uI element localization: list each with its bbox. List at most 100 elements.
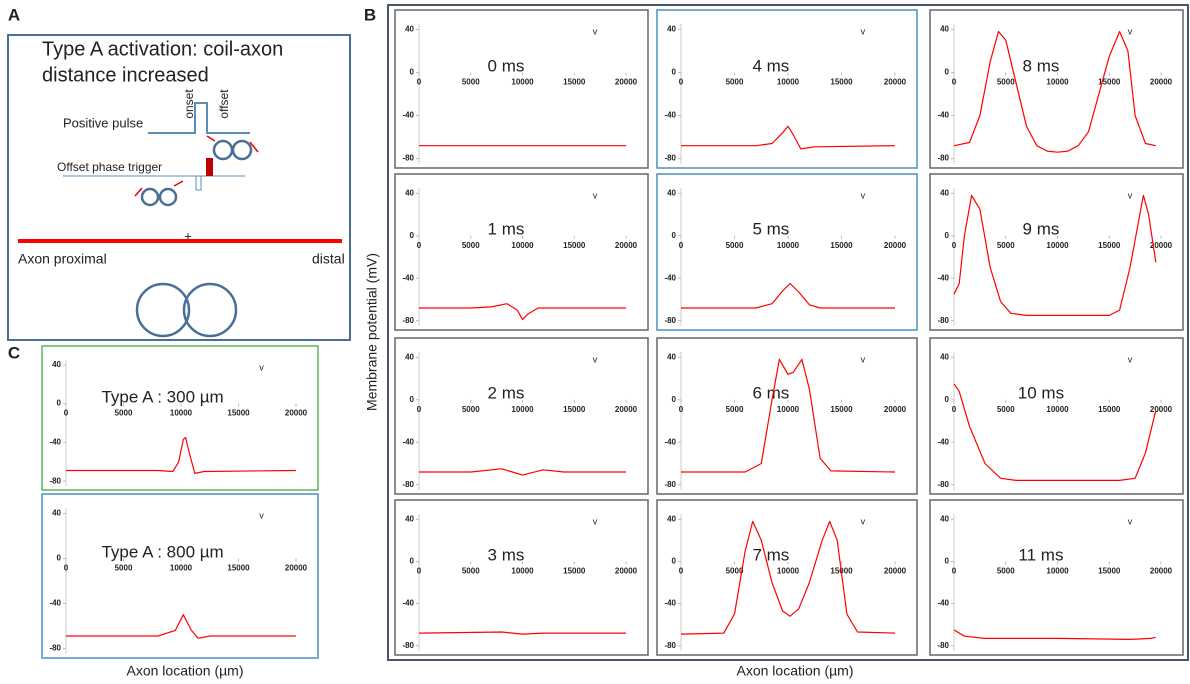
y-tick-label: 0 [945, 557, 950, 566]
chart-title: 11 ms [1018, 545, 1063, 564]
x-tick-label: 10000 [511, 405, 534, 414]
y-tick-label: 40 [667, 514, 676, 523]
x-tick-label: 5000 [726, 78, 744, 87]
line [953, 30, 1156, 153]
line [66, 614, 296, 639]
y-tick-label: 0 [945, 231, 950, 240]
y-tick-label: 0 [410, 68, 415, 77]
x-tick-label: 10000 [170, 409, 193, 418]
trigger-label: Offset phase trigger [57, 160, 162, 174]
x-tick-label: 5000 [997, 78, 1015, 87]
x-tick-label: 0 [417, 241, 422, 250]
y-tick-label: -40 [664, 437, 676, 446]
x-tick-label: 15000 [1098, 567, 1121, 576]
x-tick-label: 20000 [615, 241, 638, 250]
y-tick-label: 40 [405, 514, 414, 523]
x-tick-label: 5000 [997, 241, 1015, 250]
line [953, 629, 1156, 640]
offset-label: offset [217, 89, 231, 119]
y-tick-label: -40 [664, 599, 676, 608]
panel-label: C [8, 343, 20, 362]
x-tick-label: 5000 [115, 409, 133, 418]
chart-title: 10 ms [1018, 384, 1064, 403]
y-tick-label: -80 [664, 641, 676, 650]
chart-title: Type A : 300 µm [101, 387, 223, 406]
arrow [134, 187, 143, 197]
x-tick-label: 5000 [997, 405, 1015, 414]
chart-frame [41, 345, 319, 491]
line [419, 303, 626, 321]
x-tick-label: 0 [417, 78, 422, 87]
x-tick-label: 10000 [1046, 241, 1069, 250]
annotation: v [259, 362, 264, 372]
y-tick-label: 0 [672, 68, 677, 77]
annotation: v [1128, 516, 1133, 526]
x-tick-label: 0 [679, 78, 684, 87]
x-tick-label: 20000 [884, 78, 907, 87]
y-tick-label: -80 [402, 316, 414, 325]
chart-title: 2 ms [488, 384, 525, 403]
x-tick-label: 0 [952, 241, 957, 250]
annotation: v [861, 26, 866, 36]
chart-frame [394, 337, 649, 495]
x-tick-label: 20000 [285, 409, 308, 418]
pulse [148, 102, 250, 134]
y-tick-label: 40 [667, 352, 676, 361]
coil [182, 282, 238, 338]
y-tick-label: 40 [52, 360, 61, 369]
x-tick-label: 20000 [1150, 405, 1173, 414]
y-tick-label: 40 [667, 188, 676, 197]
y-tick-label: 0 [57, 554, 62, 563]
x-tick-label: 20000 [285, 564, 308, 573]
x-tick-label: 5000 [726, 405, 744, 414]
x-tick-label: 15000 [830, 78, 853, 87]
y-tick-label: -80 [937, 316, 949, 325]
y-tick-label: -80 [402, 480, 414, 489]
y-tick-label: 40 [405, 188, 414, 197]
x-tick-label: 15000 [563, 241, 586, 250]
x-tick-label: 20000 [615, 567, 638, 576]
x-tick-label: 20000 [884, 405, 907, 414]
x-tick-label: 5000 [462, 405, 480, 414]
annotation: v [861, 354, 866, 364]
chart-frame [656, 337, 918, 495]
chart-title: 8 ms [1023, 56, 1060, 75]
x-tick-label: 0 [64, 564, 69, 573]
x-tick-label: 15000 [830, 405, 853, 414]
line [953, 194, 1157, 316]
x-tick-label: 10000 [777, 567, 800, 576]
y-tick-label: 0 [672, 395, 677, 404]
chart-title: 5 ms [752, 220, 789, 239]
y-tick-label: 40 [940, 352, 949, 361]
x-tick-label: 10000 [170, 564, 193, 573]
y-tick-label: -40 [937, 273, 949, 282]
arrow [249, 141, 259, 153]
chart-title: 3 ms [488, 545, 525, 564]
x-axis-label: Axon location (µm) [127, 663, 244, 679]
x-tick-label: 15000 [563, 78, 586, 87]
x-tick-label: 20000 [1150, 78, 1173, 87]
x-tick-label: 0 [952, 78, 957, 87]
x-tick-label: 10000 [511, 78, 534, 87]
x-tick-label: 10000 [511, 567, 534, 576]
chart-frame [656, 173, 918, 331]
annotation: v [861, 190, 866, 200]
y-tick-label: -40 [402, 273, 414, 282]
chart-title: 9 ms [1023, 220, 1060, 239]
y-tick-label: -40 [937, 599, 949, 608]
diagram-title: Type A activation: coil-axon [42, 38, 283, 60]
chart-frame [929, 337, 1184, 495]
y-tick-label: 0 [945, 68, 950, 77]
coil [158, 187, 178, 207]
x-tick-label: 10000 [1046, 405, 1069, 414]
x-tick-label: 20000 [1150, 567, 1173, 576]
x-tick-label: 5000 [726, 241, 744, 250]
x-tick-label: 20000 [615, 78, 638, 87]
y-tick-label: 40 [940, 514, 949, 523]
chart-frame [394, 499, 649, 656]
diagram-title: distance increased [42, 64, 209, 86]
line [681, 125, 896, 150]
annotation: v [1128, 26, 1133, 36]
annotation: v [593, 190, 598, 200]
